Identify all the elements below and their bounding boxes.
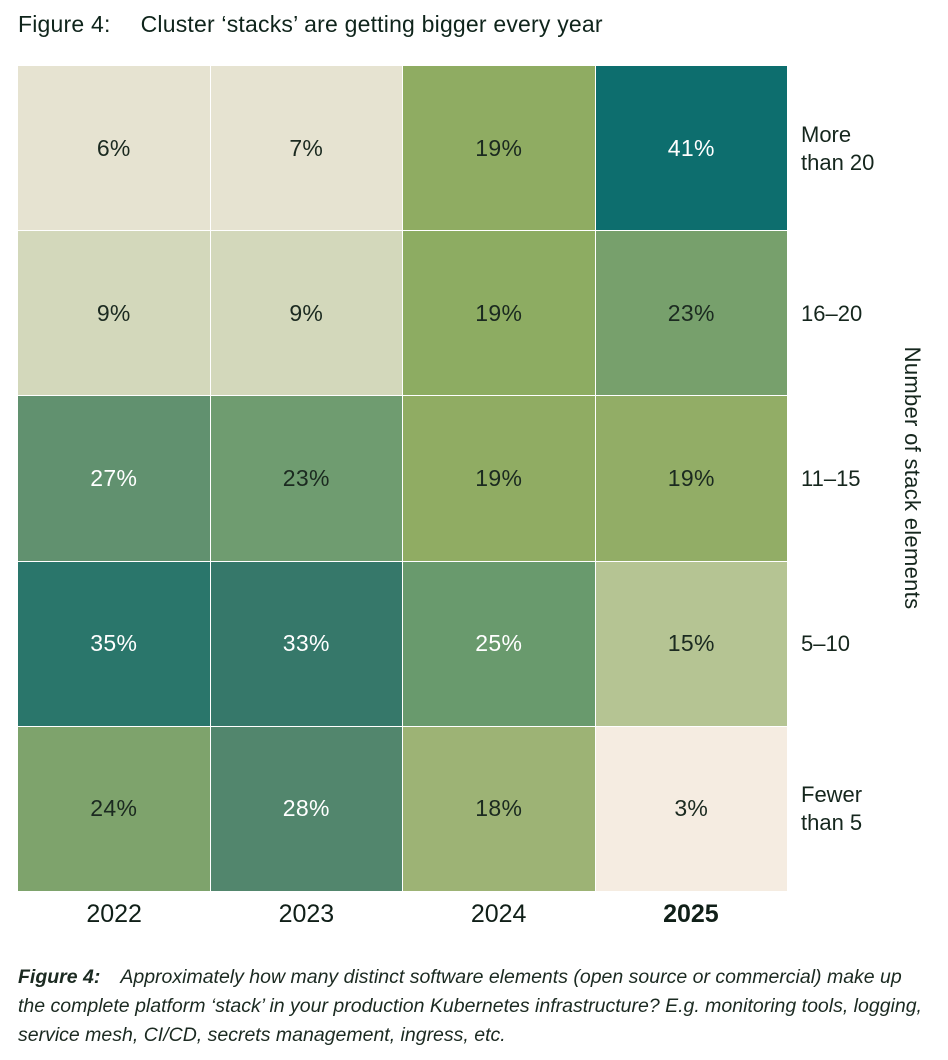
heatmap-cell-r1c1: 9%: [210, 231, 402, 396]
figure-caption: Figure 4: Approximately how many distinct…: [18, 963, 930, 1050]
y-label-fewer-than-5: Fewer than 5: [801, 782, 863, 835]
figure-title-prefix: Figure 4:: [18, 11, 111, 37]
heatmap-cell-r1c2: 19%: [403, 231, 595, 396]
figure-title-text: Cluster ‘stacks’ are getting bigger ever…: [140, 11, 603, 37]
heatmap-cell-r4c1: 28%: [210, 726, 402, 891]
heatmap-grid: 6% 7% 19% 41% 9% 9% 19% 23% 27% 23% 19% …: [18, 66, 787, 891]
heatmap-cell-r0c0: 6%: [18, 66, 210, 231]
figure-caption-text: Approximately how many distinct software…: [18, 966, 922, 1046]
y-category-labels: More than 20 16–20 11–15 5–10 Fewer than…: [801, 66, 897, 891]
x-label-2023: 2023: [278, 899, 335, 928]
heatmap-cell-r2c0: 27%: [18, 396, 210, 561]
heatmap-cell-r0c3: 41%: [595, 66, 787, 231]
x-label-2024: 2024: [470, 899, 527, 928]
heatmap-cell-r3c1: 33%: [210, 561, 402, 726]
heatmap-cell-r2c2: 19%: [403, 396, 595, 561]
x-label-2022: 2022: [86, 899, 142, 928]
heatmap-cell-r3c0: 35%: [18, 561, 210, 726]
heatmap-cell-r2c3: 19%: [595, 396, 787, 561]
heatmap-cell-r4c0: 24%: [18, 726, 210, 891]
y-label-more-than-20: More than 20: [801, 122, 875, 175]
heatmap-cell-r3c3: 15%: [595, 561, 787, 726]
heatmap-cell-r1c0: 9%: [18, 231, 210, 396]
heatmap-cell-r2c1: 23%: [210, 396, 402, 561]
y-label-16-20: 16–20: [801, 300, 863, 326]
y-label-5-10: 5–10: [801, 630, 850, 656]
heatmap-cell-r4c2: 18%: [403, 726, 595, 891]
figure-title: Figure 4: Cluster ‘stacks’ are getting bi…: [18, 11, 603, 38]
heatmap-cell-r4c3: 3%: [595, 726, 787, 891]
y-axis-title: Number of stack elements: [900, 346, 925, 610]
x-label-2025: 2025: [663, 899, 719, 928]
figure-caption-prefix: Figure 4:: [18, 966, 101, 988]
x-axis-labels: 2022 2023 2024 2025: [18, 897, 787, 931]
heatmap-cell-r3c2: 25%: [403, 561, 595, 726]
heatmap-cell-r0c1: 7%: [210, 66, 402, 231]
y-label-11-15: 11–15: [801, 465, 861, 491]
heatmap-cell-r1c3: 23%: [595, 231, 787, 396]
heatmap-cell-r0c2: 19%: [403, 66, 595, 231]
